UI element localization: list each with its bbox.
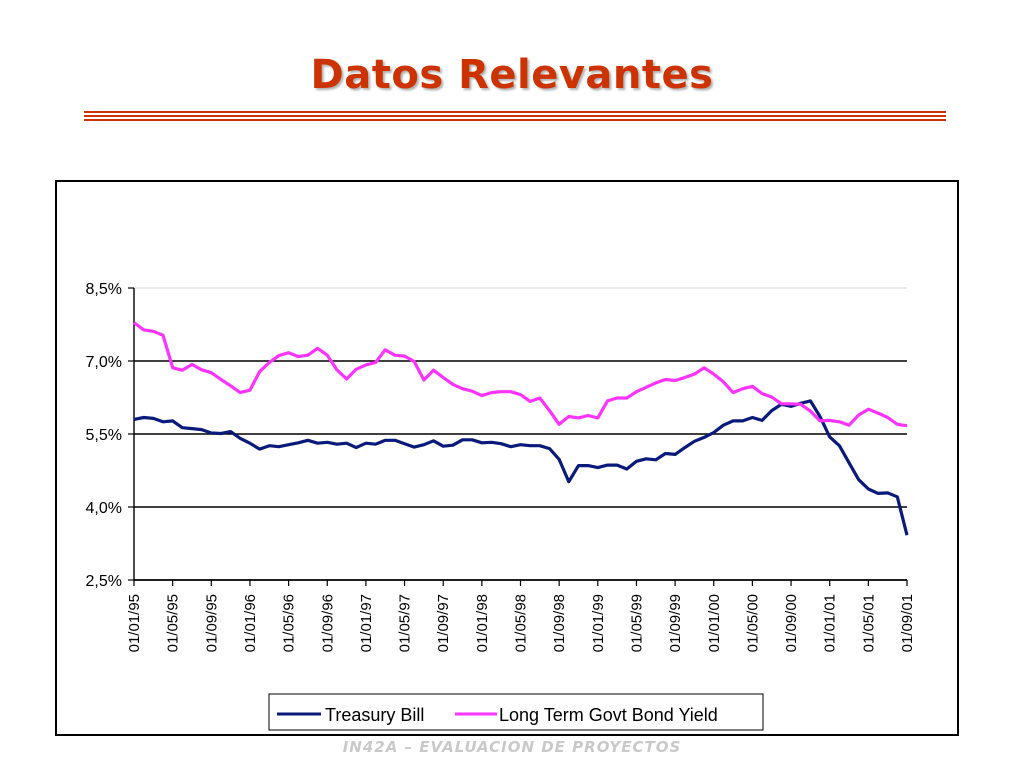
- x-tick-labels: 01/01/95 01/05/95 01/09/95 01/01/96 01/05/96…: [126, 594, 916, 652]
- y-tick-label: 4,0%: [86, 500, 122, 517]
- x-tick-label: 01/09/96: [319, 594, 336, 652]
- x-tick-label: 01/05/97: [397, 594, 414, 652]
- legend-label-long-term-bond: Long Term Govt Bond Yield: [499, 705, 718, 725]
- x-tick-label: 01/09/95: [203, 594, 220, 652]
- x-tick-label: 01/01/95: [126, 594, 143, 652]
- x-tick-label: 01/05/99: [628, 594, 645, 652]
- legend-box: [268, 693, 764, 731]
- series-line-long-term-bond: [133, 321, 908, 428]
- series-line-treasury-bill: [133, 399, 909, 536]
- slide-footer: IN42A – EVALUACION DE PROYECTOS: [342, 738, 682, 756]
- x-tick-label: 01/05/01: [860, 594, 877, 652]
- x-tick-label: 01/09/00: [783, 594, 800, 652]
- title-rule-middle: [84, 115, 946, 117]
- x-tick-label: 01/01/96: [242, 594, 259, 652]
- x-tick-label: 01/05/95: [165, 594, 182, 652]
- x-tick-label: 01/01/98: [474, 594, 491, 652]
- x-tick-label: 01/01/99: [590, 594, 607, 652]
- y-tick-label: 2,5%: [86, 573, 122, 590]
- legend-label-treasury-bill: Treasury Bill: [325, 705, 424, 725]
- legend: Treasury Bill Long Term Govt Bond Yield: [268, 693, 764, 731]
- slide-title: Datos Relevantes: [310, 52, 714, 98]
- x-tick-label: 01/09/99: [667, 594, 684, 652]
- y-tick-label: 8,5%: [86, 281, 122, 298]
- x-tick-label: 01/01/01: [822, 594, 839, 652]
- series-lines: [133, 321, 909, 536]
- grid-lines: [128, 287, 907, 581]
- x-tick-label: 01/01/00: [706, 594, 723, 652]
- chart-frame: 2,5% 4,0% 5,5% 7,0% 8,5% 01/01/95 01/05/95 01/…: [55, 180, 959, 736]
- x-tick-label: 01/01/97: [358, 594, 375, 652]
- y-tick-labels: 2,5% 4,0% 5,5% 7,0% 8,5%: [86, 281, 122, 590]
- title-rule-top: [84, 111, 946, 113]
- x-tick-label: 01/05/98: [513, 594, 530, 652]
- x-tick-label: 01/09/98: [551, 594, 568, 652]
- x-tick-label: 01/05/00: [744, 594, 761, 652]
- x-tick-label: 01/05/96: [281, 594, 298, 652]
- y-tick-label: 5,5%: [86, 427, 122, 444]
- line-chart: 2,5%4,0%5,5%7,0%8,5% 01/01/95 01/05/95 01/…: [86, 281, 916, 731]
- axes: [133, 288, 908, 586]
- x-tick-label: 01/09/97: [435, 594, 452, 652]
- y-tick-label: 7,0%: [86, 354, 122, 371]
- x-tick-label: 01/09/01: [899, 594, 916, 652]
- title-rule-bottom: [84, 119, 946, 121]
